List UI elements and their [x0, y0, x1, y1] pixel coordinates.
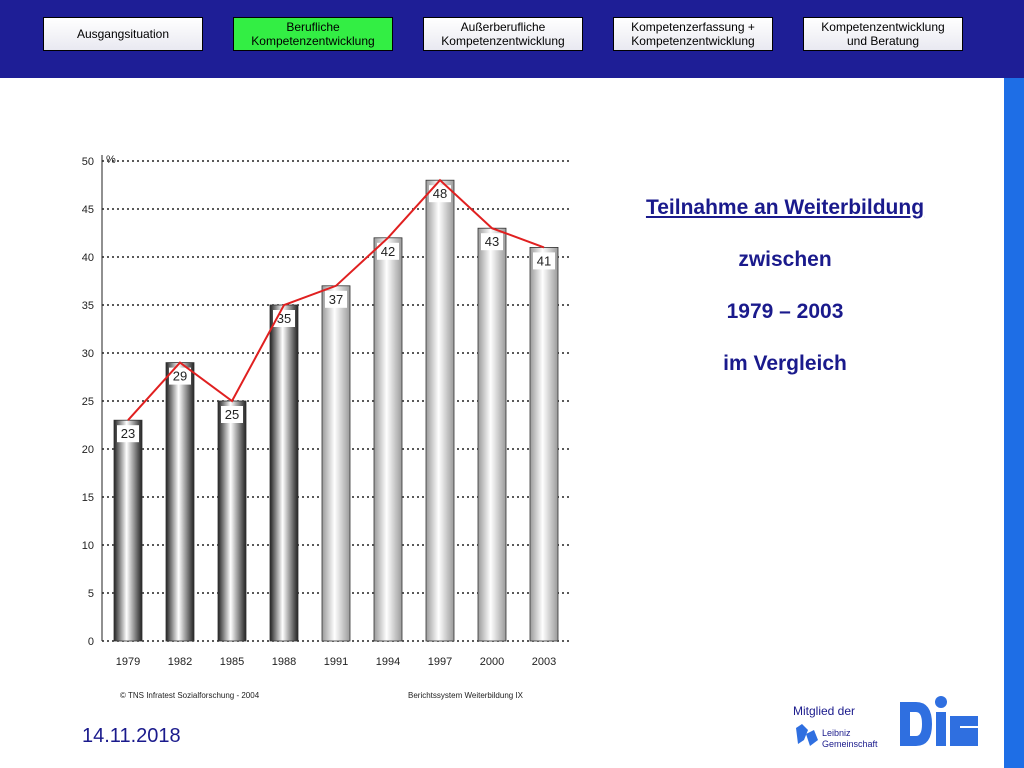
tab-label-line-1: Berufliche — [286, 20, 340, 34]
x-tick-label: 1985 — [220, 656, 244, 668]
accent-side-bar — [1004, 78, 1024, 768]
bar — [373, 237, 403, 642]
bar — [165, 362, 195, 642]
bar-value-label: 41 — [537, 253, 551, 268]
x-tick-label: 1988 — [272, 656, 296, 668]
chart-source-notes: © TNS Infratest Sozialforschung - 2004 Be… — [120, 691, 524, 700]
tab-label-line-1: Außerberufliche — [460, 20, 546, 34]
bar — [321, 285, 351, 642]
y-tick-label: 45 — [82, 204, 94, 216]
bar-value-label: 42 — [381, 244, 395, 259]
leibniz-logo: Leibniz Gemeinschaft — [796, 724, 878, 749]
slide-heading: Teilnahme an Weiterbildung zwischen 1979… — [590, 190, 980, 398]
bar — [425, 179, 455, 642]
x-tick-label: 2003 — [532, 656, 556, 668]
y-tick-label: 25 — [82, 396, 94, 408]
tab-ausgangsituation[interactable]: Ausgangsituation — [43, 17, 203, 51]
bar — [529, 247, 559, 642]
die-logo-e-icon — [950, 716, 978, 746]
bar-value-label: 37 — [329, 292, 343, 307]
leibniz-text-1: Leibniz — [822, 728, 851, 738]
leibniz-emblem-icon — [796, 724, 808, 744]
bar-value-box — [377, 242, 399, 260]
y-axis: 0 5 10 15 20 25 30 35 40 45 50% — [82, 154, 116, 648]
die-logo — [900, 696, 978, 746]
bar — [269, 304, 299, 642]
bar-value-box — [481, 233, 503, 251]
heading-line-1: Teilnahme an Weiterbildung — [645, 196, 925, 219]
chart-bars: 23 29 25 35 37 42 48 43 41 — [113, 179, 559, 642]
leibniz-text-2: Gemeinschaft — [822, 739, 878, 749]
tab-label-line-2: Kompetenzentwicklung — [251, 34, 375, 48]
x-tick-label: 2000 — [480, 656, 504, 668]
x-tick-label: 1991 — [324, 656, 348, 668]
heading-line-4: im Vergleich — [723, 352, 847, 375]
heading-line-2: zwischen — [738, 248, 832, 271]
bar — [217, 400, 247, 642]
tab-berufliche-kompetenzentwicklung[interactable]: Berufliche Kompetenzentwicklung — [233, 17, 393, 51]
y-tick-label: 5 — [88, 588, 94, 600]
bar — [477, 227, 507, 642]
y-tick-label: 50 — [82, 156, 94, 168]
y-tick-label: 20 — [82, 444, 94, 456]
y-tick-label: 35 — [82, 300, 94, 312]
x-tick-label: 1994 — [376, 656, 400, 668]
heading-line-3: 1979 – 2003 — [726, 300, 844, 323]
bar-value-label: 35 — [277, 311, 291, 326]
member-label: Mitglied der — [793, 704, 856, 718]
bar-value-box — [533, 252, 555, 270]
bar — [113, 419, 143, 642]
source-note-left: © TNS Infratest Sozialforschung - 2004 — [120, 691, 260, 700]
tab-label-line-2: Kompetenzentwicklung — [441, 34, 565, 48]
tab-ausserberufliche-kompetenzentwicklung[interactable]: Außerberufliche Kompetenzentwicklung — [423, 17, 583, 51]
tab-label-line-1: Kompetenzerfassung + — [631, 20, 755, 34]
die-logo-d-icon — [900, 702, 932, 746]
y-tick-label: 10 — [82, 540, 94, 552]
die-logo-dot-icon — [935, 696, 947, 708]
bar-value-box — [221, 406, 243, 423]
y-tick-label: 15 — [82, 492, 94, 504]
trend-line-path — [127, 178, 545, 421]
x-tick-label: 1997 — [428, 656, 452, 668]
leibniz-emblem-icon-part — [806, 730, 818, 746]
slide-date: 14.11.2018 — [82, 725, 181, 747]
tab-label-line-2: Kompetenzentwicklung — [631, 34, 755, 48]
bar-value-box — [117, 425, 139, 443]
participation-bar-chart: 0 5 10 15 20 25 30 35 40 45 50% 23 29 25 35 37 42 48 43 41… — [82, 154, 570, 700]
bar-value-label: 25 — [225, 407, 239, 422]
y-axis-unit: % — [106, 154, 116, 166]
header-corner — [1004, 0, 1024, 78]
bar-value-label: 48 — [433, 186, 447, 201]
tab-label: Ausgangsituation — [76, 27, 170, 41]
x-axis-labels: 1979 1982 1985 1988 1991 1994 1997 2000 2003 — [116, 656, 556, 668]
tab-label-line-1: Kompetenzentwicklung — [821, 20, 945, 34]
tab-kompetenzentwicklung-beratung[interactable]: Kompetenzentwicklung und Beratung — [803, 17, 963, 51]
tab-kompetenzerfassung[interactable]: Kompetenzerfassung + Kompetenzentwicklung — [613, 17, 773, 51]
x-tick-label: 1982 — [168, 656, 192, 668]
tab-label-line-2: und Beratung — [846, 34, 920, 48]
bar-value-box — [429, 185, 451, 203]
bar-value-box — [325, 290, 347, 308]
bar-value-label: 23 — [121, 426, 135, 441]
bar-value-label: 43 — [485, 234, 499, 249]
trend-line — [127, 178, 545, 421]
bar-value-label: 29 — [173, 369, 187, 384]
die-logo-i-icon — [936, 712, 946, 746]
source-note-right: Berichtssystem Weiterbildung IX — [408, 691, 524, 700]
y-tick-label: 40 — [82, 252, 94, 264]
y-tick-label: 30 — [82, 348, 94, 360]
y-tick-label: 0 — [88, 636, 94, 648]
x-tick-label: 1979 — [116, 656, 140, 668]
bar-value-box — [169, 367, 191, 385]
